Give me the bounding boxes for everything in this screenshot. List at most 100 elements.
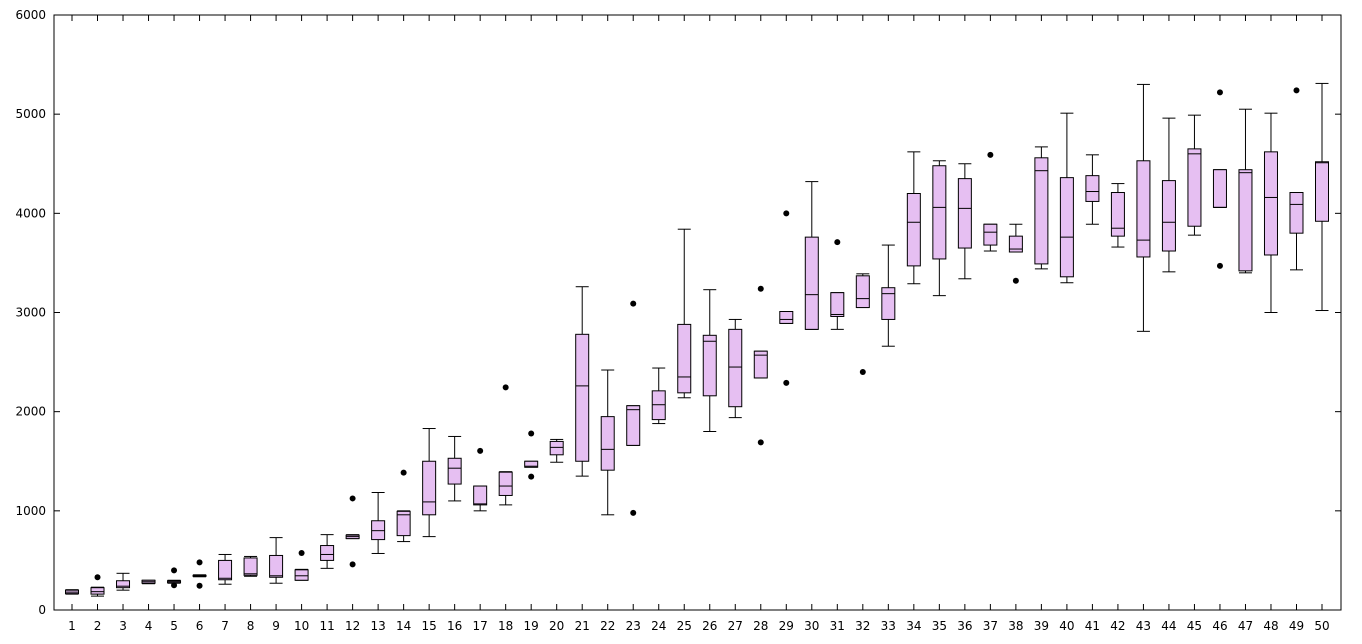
box-body xyxy=(549,440,564,456)
box-25 xyxy=(677,228,692,399)
box-body xyxy=(1161,180,1176,252)
x-tick-label: 23 xyxy=(626,619,641,633)
x-tick-label: 44 xyxy=(1161,619,1176,633)
box-2 xyxy=(90,574,105,597)
outlier-point xyxy=(783,379,790,386)
box-body xyxy=(1008,235,1023,253)
x-tick-label: 19 xyxy=(524,619,539,633)
x-tick-label: 14 xyxy=(396,619,411,633)
box-37 xyxy=(983,151,998,252)
box-body xyxy=(422,460,437,516)
x-tick-label: 38 xyxy=(1008,619,1023,633)
box-body xyxy=(396,510,411,537)
box-12 xyxy=(345,495,360,568)
outlier-point xyxy=(477,447,484,454)
box-39 xyxy=(1034,146,1049,270)
box-14 xyxy=(396,469,411,543)
x-tick-label: 11 xyxy=(319,619,334,633)
box-body xyxy=(728,328,743,408)
outlier-point xyxy=(630,300,637,307)
outlier-point xyxy=(834,239,841,246)
x-tick-label: 30 xyxy=(804,619,819,633)
box-43 xyxy=(1136,83,1151,332)
outlier-point xyxy=(987,151,994,158)
outlier-point xyxy=(502,384,509,391)
x-tick-label: 42 xyxy=(1110,619,1125,633)
box-30 xyxy=(804,181,819,330)
box-49 xyxy=(1289,87,1304,271)
box-body xyxy=(855,275,870,309)
box-31 xyxy=(830,239,845,330)
outlier-point xyxy=(196,559,203,566)
outlier-point xyxy=(171,567,178,574)
box-body xyxy=(447,457,462,485)
x-tick-label: 10 xyxy=(294,619,309,633)
y-tick-label: 4000 xyxy=(15,206,46,220)
box-10 xyxy=(294,549,309,581)
x-tick-label: 12 xyxy=(345,619,360,633)
x-tick-label: 37 xyxy=(983,619,998,633)
box-23 xyxy=(626,300,641,516)
box-38 xyxy=(1008,223,1023,284)
box-series xyxy=(65,82,1329,597)
x-tick-label: 18 xyxy=(498,619,513,633)
y-tick-label: 6000 xyxy=(15,8,46,22)
x-tick-label: 5 xyxy=(170,619,178,633)
box-body xyxy=(626,405,641,446)
box-body xyxy=(1263,151,1278,256)
box-32 xyxy=(855,273,870,375)
box-body xyxy=(218,559,233,581)
x-tick-label: 17 xyxy=(473,619,488,633)
box-5 xyxy=(167,567,182,589)
x-tick-label: 29 xyxy=(779,619,794,633)
x-tick-label: 41 xyxy=(1085,619,1100,633)
outlier-point xyxy=(349,561,356,568)
box-26 xyxy=(702,289,717,432)
box-body xyxy=(1289,192,1304,234)
box-47 xyxy=(1238,108,1253,274)
box-body xyxy=(1136,160,1151,258)
box-6 xyxy=(192,559,207,589)
box-41 xyxy=(1085,154,1100,225)
x-tick-label: 49 xyxy=(1289,619,1304,633)
y-tick-label: 3000 xyxy=(15,306,46,320)
box-4 xyxy=(141,579,156,585)
outlier-point xyxy=(757,285,764,292)
box-body xyxy=(804,236,819,330)
box-body xyxy=(1085,175,1100,202)
box-body xyxy=(1315,161,1329,222)
outlier-point xyxy=(171,582,178,589)
x-tick-label: 3 xyxy=(119,619,127,633)
x-tick-label: 47 xyxy=(1238,619,1253,633)
box-22 xyxy=(600,369,615,516)
box-33 xyxy=(881,244,896,347)
x-tick-label: 6 xyxy=(196,619,204,633)
box-body xyxy=(906,193,921,267)
outlier-point xyxy=(1216,262,1223,269)
box-9 xyxy=(269,537,284,584)
outlier-point xyxy=(757,439,764,446)
x-tick-label: 26 xyxy=(702,619,717,633)
box-body xyxy=(1110,192,1125,237)
box-body xyxy=(1238,169,1253,272)
box-28 xyxy=(753,285,768,446)
outlier-point xyxy=(783,210,790,217)
x-tick-label: 2 xyxy=(94,619,102,633)
box-40 xyxy=(1059,112,1074,284)
x-tick-label: 34 xyxy=(906,619,921,633)
box-body xyxy=(90,587,105,595)
x-tick-label: 7 xyxy=(221,619,229,633)
box-body xyxy=(983,223,998,246)
y-axis: 0 1000 2000 3000 4000 5000 6000 xyxy=(15,8,1341,617)
x-tick-label: 45 xyxy=(1187,619,1202,633)
box-11 xyxy=(320,534,335,569)
box-27 xyxy=(728,318,743,419)
x-tick-label: 4 xyxy=(145,619,153,633)
box-body xyxy=(575,333,590,462)
outlier-point xyxy=(400,469,407,476)
outlier-point xyxy=(528,430,535,437)
outlier-point xyxy=(298,549,305,556)
x-tick-label: 32 xyxy=(855,619,870,633)
y-tick-label: 0 xyxy=(38,603,46,617)
